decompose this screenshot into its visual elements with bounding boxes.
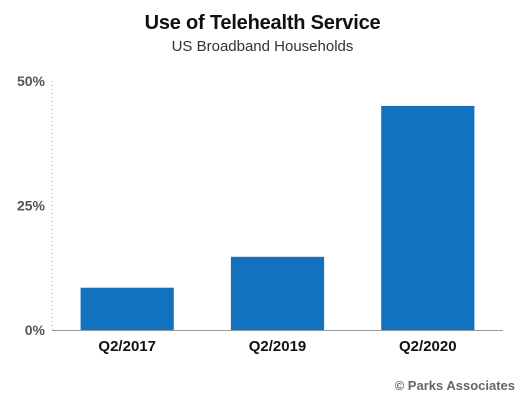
y-axis: 0% 25% 50%	[17, 73, 53, 338]
chart-title: Use of Telehealth Service	[144, 12, 381, 34]
source-credit: © Parks Associates	[394, 378, 515, 393]
bar	[381, 105, 475, 331]
x-axis: Q2/2017 Q2/2019 Q2/2020	[52, 330, 503, 355]
bar	[230, 256, 325, 330]
y-tick-label: 0%	[25, 322, 46, 338]
y-tick-label: 50%	[17, 73, 46, 89]
chart-subtitle: US Broadband Households	[171, 38, 354, 55]
x-tick-label: Q2/2017	[98, 338, 156, 355]
x-tick-label: Q2/2020	[399, 338, 457, 355]
x-tick-label: Q2/2019	[249, 338, 307, 355]
y-tick-label: 25%	[17, 198, 46, 214]
bars	[80, 105, 475, 331]
bar	[80, 287, 174, 330]
